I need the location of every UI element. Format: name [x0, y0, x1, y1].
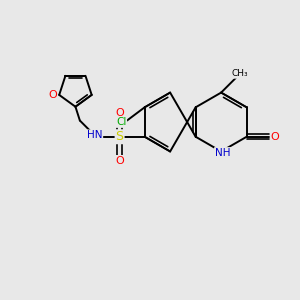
Text: O: O	[115, 156, 124, 166]
Text: O: O	[48, 90, 57, 100]
Text: CH₃: CH₃	[231, 69, 248, 78]
Text: HN: HN	[87, 130, 102, 140]
Text: S: S	[116, 130, 124, 143]
Text: NH: NH	[215, 148, 230, 158]
Text: Cl: Cl	[116, 117, 126, 127]
Text: O: O	[271, 132, 280, 142]
Text: O: O	[115, 108, 124, 118]
